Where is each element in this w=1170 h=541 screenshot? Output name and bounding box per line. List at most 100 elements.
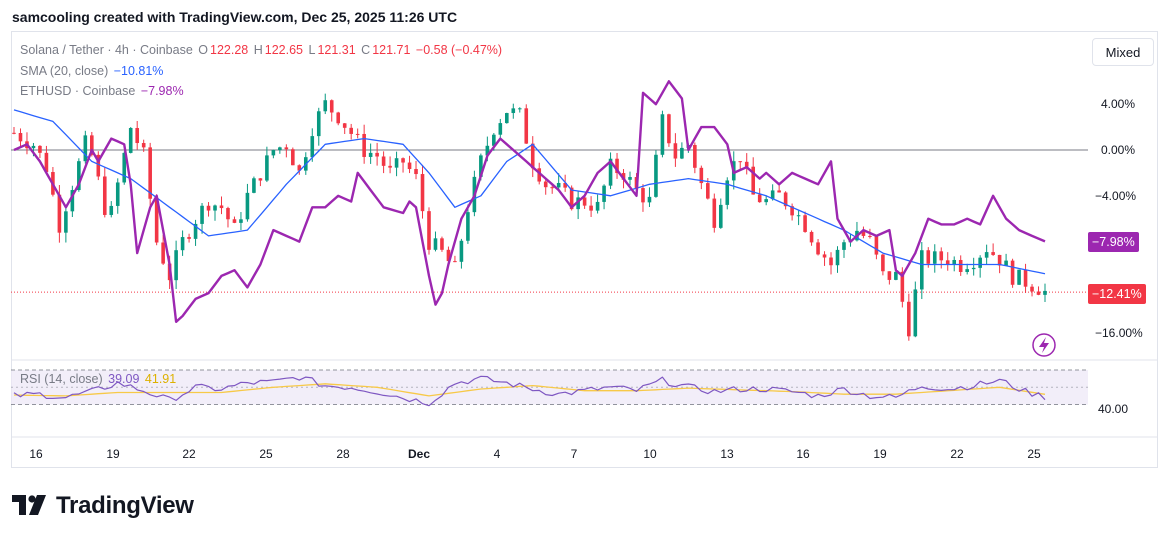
candle-body (861, 230, 866, 236)
tradingview-logo[interactable]: TradingView (12, 492, 194, 520)
candle-body (907, 301, 911, 337)
eth-price-tag: −7.98% (1088, 232, 1139, 252)
candle-body (278, 147, 282, 151)
candle-body (978, 257, 982, 268)
candle-body (842, 242, 846, 250)
candle-body (219, 205, 224, 209)
candle-body (543, 181, 548, 188)
eth-legend[interactable]: ETHUSD · Coinbase −7.98% (20, 84, 186, 98)
sma-legend[interactable]: SMA (20, close) −10.81% (20, 64, 165, 78)
candle-body (388, 165, 392, 168)
candle-body (102, 176, 107, 215)
tradingview-logo-icon (12, 495, 46, 515)
candle-body (498, 123, 503, 135)
candle-body (790, 206, 794, 216)
candle-body (718, 204, 723, 228)
rsi-line (13, 375, 1046, 407)
close-label: C (361, 43, 371, 57)
candle-body (725, 180, 730, 205)
rsi-legend[interactable]: RSI (14, close) 39.09 41.91 (20, 372, 178, 386)
candle-body (868, 235, 872, 237)
candle-body (44, 152, 49, 173)
close-value: 121.71 (372, 43, 411, 57)
symbol-legend: Solana / Tether · 4h · Coinbase O 122.28 … (20, 43, 504, 57)
candle-body (667, 114, 671, 144)
x-tick-label: 25 (259, 447, 273, 461)
candle-body (18, 133, 23, 142)
x-tick-label: 4 (493, 447, 501, 461)
candle-body (628, 177, 632, 180)
candle-body (161, 242, 165, 264)
x-tick-label: 10 (643, 447, 657, 461)
candle-body (1036, 291, 1041, 295)
candle-body (141, 143, 146, 148)
candle-body (459, 240, 464, 262)
candle-body (654, 154, 658, 197)
scale-mode-button[interactable]: Mixed (1092, 38, 1154, 66)
candle-body (595, 201, 600, 211)
candle-body (511, 108, 516, 114)
candle-body (446, 249, 451, 262)
low-value: 121.31 (317, 43, 356, 57)
symbol-name[interactable]: Solana / Tether · 4h · Coinbase (20, 43, 193, 57)
sol-price-tag: −12.41% (1088, 284, 1146, 304)
candle-body (1004, 260, 1008, 266)
candle-body (128, 128, 133, 153)
candle-body (232, 219, 237, 223)
candle-body (239, 219, 243, 223)
candle-body (329, 100, 334, 113)
rsi-value: 39.09 (108, 372, 140, 386)
lightning-icon[interactable] (1032, 333, 1056, 357)
candle-body (757, 194, 762, 203)
x-tick-label: 25 (1027, 447, 1041, 461)
candle-body (939, 251, 944, 261)
candle-body (77, 161, 81, 191)
x-tick-label: 16 (29, 447, 43, 461)
rsi-label: RSI (14, close) (20, 372, 103, 386)
candle-body (699, 167, 704, 184)
candle-body (265, 155, 269, 181)
candle-body (31, 145, 36, 149)
change-value: −0.58 (−0.47%) (415, 43, 503, 57)
candle-body (589, 205, 593, 211)
eth-value: −7.98% (140, 84, 184, 98)
candle-body (122, 152, 127, 183)
candle-body (453, 261, 457, 263)
candle-body (64, 211, 68, 233)
candle-body (932, 251, 937, 264)
candle-body (420, 174, 425, 212)
candle-body (971, 267, 976, 270)
candle-body (355, 133, 360, 135)
rsi-ma-value: 41.91 (144, 372, 177, 386)
candle-body (316, 111, 321, 137)
candle-body (913, 289, 918, 337)
candle-body (187, 237, 191, 239)
candle-body (90, 135, 94, 155)
candle-body (245, 192, 250, 220)
candle-body (984, 252, 989, 258)
candle-body (894, 271, 898, 280)
candle-body (783, 192, 788, 207)
x-tick-label: 22 (950, 447, 964, 461)
candle-body (394, 158, 399, 168)
candle-body (505, 113, 509, 124)
candle-body (96, 154, 101, 177)
candle-body (401, 158, 405, 163)
candle-body (70, 190, 75, 212)
candle-body (524, 108, 529, 144)
candle-body (427, 211, 431, 250)
candle-body (887, 271, 892, 280)
candle-body (997, 254, 1002, 266)
candle-body (809, 231, 814, 243)
candle-body (712, 198, 717, 228)
candle-body (115, 182, 120, 206)
x-tick-label: 16 (796, 447, 810, 461)
candle-body (206, 205, 211, 211)
sma-label: SMA (20, close) (20, 64, 109, 78)
candle-body (135, 128, 140, 144)
candle-body (38, 145, 42, 153)
candle-body (764, 199, 768, 203)
x-tick-label: 19 (873, 447, 887, 461)
candle-body (958, 259, 963, 272)
